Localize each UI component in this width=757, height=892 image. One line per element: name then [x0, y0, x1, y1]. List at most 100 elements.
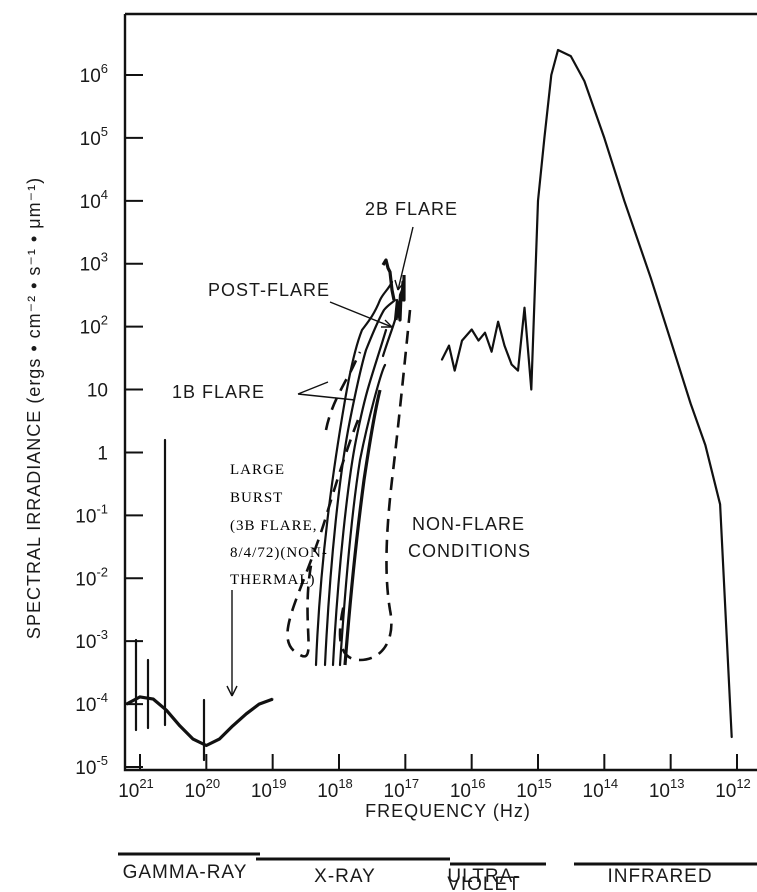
series-2-point — [649, 276, 652, 279]
series-1-point — [258, 703, 260, 705]
arrow-post-flare — [329, 301, 393, 328]
band-ir-label: INFRARED — [607, 866, 712, 887]
dashed-upper-left — [324, 351, 362, 431]
series-2-point — [623, 200, 626, 202]
annot-1b-flare: 1B FLARE — [172, 382, 265, 402]
series-2-point — [557, 49, 559, 51]
x-tick-label: 1016 — [450, 776, 486, 802]
annot-date: 8/4/72)(NON- — [230, 545, 328, 561]
series-2-point — [583, 80, 586, 82]
trace-xray-b — [338, 363, 387, 667]
y-tick-label: 105 — [80, 124, 108, 150]
y-tick-label: 103 — [80, 250, 108, 276]
series-1-point — [192, 738, 194, 740]
trace-xray-c — [343, 389, 382, 666]
trace-1b-flare-mid — [323, 298, 397, 667]
series-2-point — [461, 339, 463, 342]
x-tick-label: 1012 — [715, 776, 751, 802]
gamma-spikes — [134, 438, 206, 762]
annot-post-flare: POST-FLARE — [208, 280, 330, 300]
x-tick-label: 1014 — [583, 776, 619, 802]
series-1-point — [245, 713, 248, 715]
x-tick-label: 1015 — [516, 776, 552, 802]
x-tick-label: 1018 — [317, 776, 353, 802]
spectral-bands: GAMMA-RAY X-RAY ULTRA- VIOLET INFRARED — [118, 852, 757, 892]
annot-conditions: CONDITIONS — [408, 541, 531, 561]
band-uv-label-1: ULTRA- — [447, 866, 520, 887]
series-2-point — [704, 444, 707, 447]
trace-2b-flare — [394, 275, 406, 322]
y-tick-label: 102 — [80, 313, 108, 339]
x-tick-label: 1020 — [185, 776, 221, 802]
series-2-point — [689, 402, 692, 405]
series-2-point — [517, 369, 519, 372]
series-line-2 — [440, 48, 733, 739]
series-2-point — [523, 306, 526, 309]
arrowhead-post-flare — [381, 319, 393, 328]
series-2-point — [453, 369, 456, 372]
annot-large: LARGE — [230, 462, 285, 478]
series-1-point — [179, 725, 181, 727]
x-tick-label: 1017 — [384, 776, 420, 802]
series-2-point — [669, 339, 672, 342]
y-tick-label: 10-3 — [75, 627, 108, 653]
series-line-1 — [125, 695, 274, 748]
x-tick-label: 1021 — [118, 776, 154, 802]
dashed-envelope-nonflare — [338, 309, 412, 662]
series-2-point — [603, 137, 606, 139]
series-2-point — [510, 363, 513, 366]
series-2-point — [448, 344, 450, 347]
series-1-point — [271, 698, 274, 700]
series-2-point — [543, 137, 546, 139]
series-1-point — [125, 703, 128, 705]
series-2-point — [537, 200, 539, 202]
series-2-point — [497, 320, 499, 323]
annot-3b-flare: (3B FLARE, — [230, 518, 318, 534]
x-tick-label: 1013 — [649, 776, 685, 802]
series-2-point — [490, 350, 493, 353]
y-tick-label: 1 — [97, 443, 108, 464]
arrowhead-large-burst — [226, 685, 238, 697]
y-axis-label: SPECTRAL IRRADIANCE (ergs • cm⁻² • s⁻¹ •… — [24, 177, 44, 639]
trace-2b-flare-peak — [381, 258, 396, 301]
series-2-point — [730, 736, 733, 738]
annot-2b-flare: 2B FLARE — [365, 199, 458, 219]
annot-non-flare: NON-FLARE — [412, 514, 525, 534]
series-2-point — [719, 503, 721, 506]
annot-thermal: THERMAL) — [230, 572, 316, 588]
trace-1b-flare-upper — [314, 280, 394, 667]
series-2-point — [503, 344, 506, 347]
arrowhead-2b-flare — [394, 279, 405, 291]
band-xray-label: X-RAY — [314, 866, 376, 887]
series-1-point — [139, 696, 141, 698]
y-tick-label: 106 — [80, 61, 108, 87]
annot-burst: BURST — [230, 490, 283, 506]
x-axis-ticks: 1021 1020 1019 1018 1017 1016 1015 1014 1013 1012 — [118, 754, 751, 802]
series-1-point — [231, 725, 234, 727]
series-2-point — [530, 388, 533, 391]
arrow-2b-flare — [397, 226, 414, 291]
series-1-point — [218, 738, 221, 740]
y-tick-label: 10 — [87, 381, 108, 402]
y-tick-label: 10-4 — [75, 690, 108, 716]
band-gamma-label: GAMMA-RAY — [123, 862, 248, 883]
trace-xray-a — [331, 328, 388, 667]
series-2-point — [470, 328, 473, 331]
y-tick-label: 10-5 — [75, 753, 108, 779]
y-tick-label: 104 — [80, 187, 108, 213]
x-tick-label: 1019 — [251, 776, 287, 802]
y-tick-label: 10-2 — [75, 564, 108, 590]
series-1-point — [152, 698, 155, 700]
arrow-1b-flare — [297, 381, 356, 401]
xray-flare-traces — [314, 258, 406, 667]
dashed-envelope-left — [286, 419, 360, 658]
series-2-point — [570, 55, 572, 57]
plot-frame — [123, 12, 757, 772]
series-2-point — [550, 74, 553, 76]
x-axis-label: FREQUENCY (Hz) — [365, 801, 531, 821]
series-2-point — [484, 331, 486, 334]
series-1-point — [205, 744, 208, 747]
annotation-arrows — [226, 226, 414, 697]
